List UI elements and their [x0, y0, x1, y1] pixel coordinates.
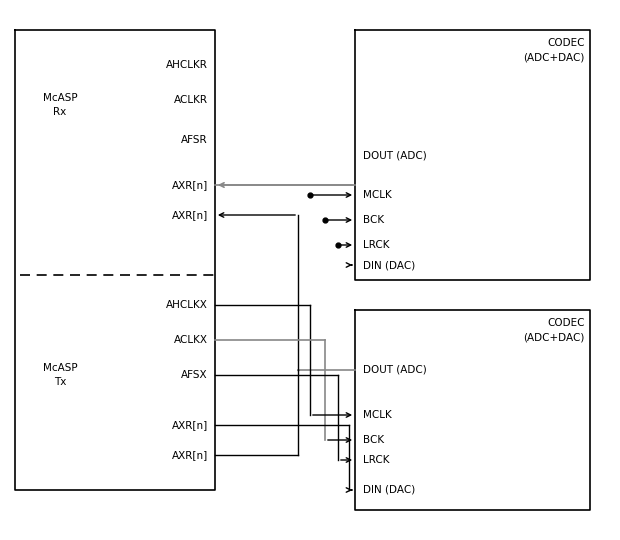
Text: AFSX: AFSX [182, 370, 208, 380]
Text: BCK: BCK [363, 435, 384, 445]
Text: CODEC
(ADC+DAC): CODEC (ADC+DAC) [524, 38, 585, 62]
Text: LRCK: LRCK [363, 240, 389, 250]
Text: DIN (DAC): DIN (DAC) [363, 485, 415, 495]
Text: McASP
Tx: McASP Tx [43, 363, 78, 387]
Text: DOUT (ADC): DOUT (ADC) [363, 365, 427, 375]
Text: MCLK: MCLK [363, 190, 392, 200]
Text: MCLK: MCLK [363, 410, 392, 420]
Text: AFSR: AFSR [182, 135, 208, 145]
Text: AXR[n]: AXR[n] [172, 180, 208, 190]
Text: AXR[n]: AXR[n] [172, 420, 208, 430]
Text: AHCLKX: AHCLKX [166, 300, 208, 310]
Text: McASP
Rx: McASP Rx [43, 93, 78, 117]
Text: AXR[n]: AXR[n] [172, 210, 208, 220]
Text: LRCK: LRCK [363, 455, 389, 465]
Text: BCK: BCK [363, 215, 384, 225]
Text: DOUT (ADC): DOUT (ADC) [363, 150, 427, 160]
Text: CODEC
(ADC+DAC): CODEC (ADC+DAC) [524, 318, 585, 342]
Text: ACLKX: ACLKX [174, 335, 208, 345]
Text: AHCLKR: AHCLKR [166, 60, 208, 70]
Text: ACLKR: ACLKR [174, 95, 208, 105]
Text: AXR[n]: AXR[n] [172, 450, 208, 460]
Text: DIN (DAC): DIN (DAC) [363, 260, 415, 270]
